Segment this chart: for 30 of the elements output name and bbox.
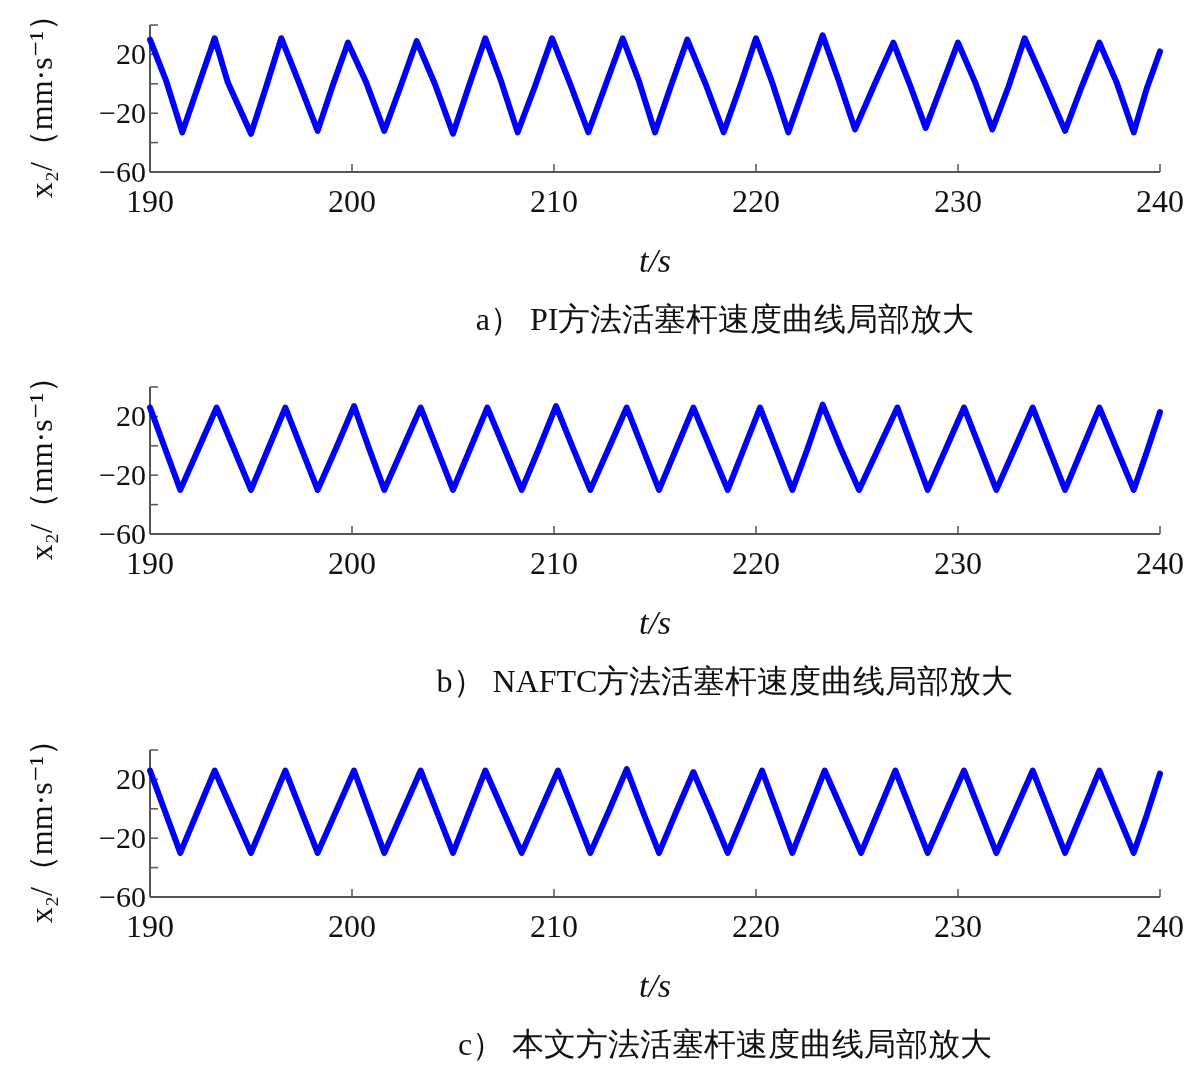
y-tick-label: −20 [99,96,146,130]
x-tick-label: 240 [1136,908,1184,944]
x-tick-label: 230 [934,183,982,219]
x-tick-label: 220 [732,183,780,219]
x-tick-label: 200 [328,545,376,581]
y-axis-title: x₂/（mm·s⁻¹） [23,0,59,199]
x-tick-label: 240 [1136,183,1184,219]
y-tick-label: 20 [116,399,146,433]
x-tick-label: 200 [328,908,376,944]
x-tick-label: 220 [732,908,780,944]
x-tick-label: 240 [1136,545,1184,581]
x-tick-label: 220 [732,545,780,581]
y-axis-title: x₂/（mm·s⁻¹） [23,360,59,561]
y-tick-label: −20 [99,458,146,492]
x-axis-title: t/s [638,604,672,641]
x-tick-label: 210 [530,183,578,219]
y-tick-label: 20 [116,37,146,71]
text: b） NAFTC方法活塞杆速度曲线局部放大 [436,663,1014,699]
x-tick-label: 210 [530,545,578,581]
x-tick-label: 230 [934,545,982,581]
x-tick-label: 230 [934,908,982,944]
x-tick-label: 200 [328,183,376,219]
text: a） PI方法活塞杆速度曲线局部放大 [475,301,975,337]
y-axis-title: x₂/（mm·s⁻¹） [23,723,59,924]
x-tick-label: 210 [530,908,578,944]
y-tick-label: 20 [116,762,146,796]
y-tick-label: −20 [99,821,146,855]
text: c） 本文方法活塞杆速度曲线局部放大 [457,1026,993,1062]
x-axis-title: t/s [638,967,672,1004]
x-axis-title: t/s [638,242,672,279]
